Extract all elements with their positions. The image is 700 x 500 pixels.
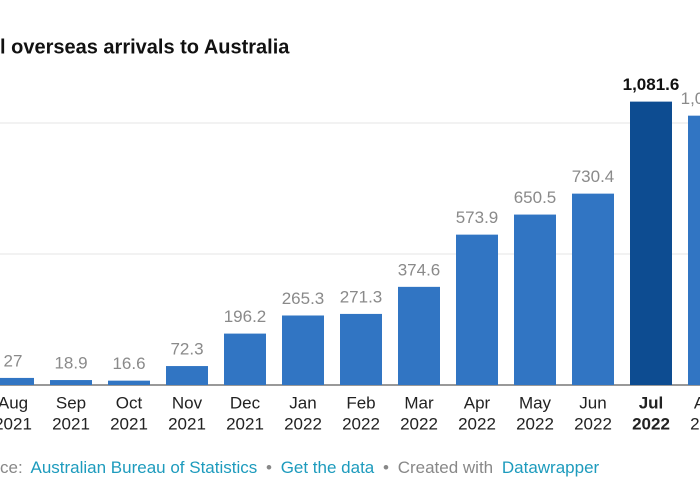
footer-prefix: ce:: [0, 458, 23, 477]
x-tick-label: 2021: [110, 414, 148, 433]
value-label: 16.6: [112, 354, 145, 373]
bar: [398, 286, 440, 385]
x-tick-label: 2021: [52, 414, 90, 433]
x-tick-label: 2022: [342, 414, 380, 433]
value-label: 265.3: [282, 289, 325, 308]
x-tick-label: Oct: [116, 393, 143, 412]
x-tick-label: Sep: [56, 393, 86, 412]
bar: [108, 380, 150, 385]
value-label: 730.4: [572, 167, 615, 186]
x-tick-label: 2022: [574, 414, 612, 433]
x-tick-label: Jun: [579, 393, 606, 412]
x-tick-label: Feb: [346, 393, 375, 412]
value-label: 27: [4, 351, 23, 370]
x-tick-label: Dec: [230, 393, 261, 412]
x-tick-label: 2021: [226, 414, 264, 433]
x-tick-label: 2022: [690, 414, 700, 433]
bar: [282, 315, 324, 385]
x-tick-label: 2022: [632, 414, 670, 433]
x-tick-label: Mar: [404, 393, 434, 412]
value-label: 573.9: [456, 208, 499, 227]
x-tick-label: Jan: [289, 393, 316, 412]
bar: [50, 380, 92, 385]
value-label: 1,028.0: [681, 89, 700, 108]
separator: •: [383, 458, 389, 477]
x-tick-label: Jul: [639, 393, 664, 412]
tool-link[interactable]: Datawrapper: [502, 458, 600, 477]
bar: [514, 214, 556, 385]
value-label: 1,081.6: [623, 75, 680, 94]
x-tick-label: 2021: [168, 414, 206, 433]
source-link[interactable]: Australian Bureau of Statistics: [30, 458, 257, 477]
footer: ce: Australian Bureau of Statistics • Ge…: [0, 458, 600, 477]
x-tick-label: 2021: [0, 414, 32, 433]
bar: [630, 101, 672, 386]
value-label: 72.3: [170, 340, 203, 359]
value-label: 18.9: [54, 354, 87, 373]
bar: [340, 313, 382, 385]
created-with: Created with: [398, 458, 493, 477]
value-label: 374.6: [398, 260, 441, 279]
x-tick-label: Aug: [694, 393, 700, 412]
x-tick-label: May: [519, 393, 552, 412]
value-label: 271.3: [340, 287, 383, 306]
x-tick-label: 2022: [458, 414, 496, 433]
value-label: 196.2: [224, 307, 267, 326]
bar: [456, 234, 498, 385]
x-tick-label: 2022: [516, 414, 554, 433]
bar: [224, 333, 266, 385]
value-label: 650.5: [514, 188, 557, 207]
x-tick-label: 2022: [284, 414, 322, 433]
separator: •: [266, 458, 272, 477]
x-tick-label: Apr: [464, 393, 491, 412]
data-link[interactable]: Get the data: [281, 458, 375, 477]
chart-title: l overseas arrivals to Australia: [0, 36, 290, 58]
x-tick-label: Nov: [172, 393, 203, 412]
x-tick-label: 2022: [400, 414, 438, 433]
bar: [572, 193, 614, 385]
bar: [0, 377, 34, 385]
x-tick-label: Aug: [0, 393, 28, 412]
bar: [688, 115, 700, 385]
bar: [166, 366, 208, 385]
